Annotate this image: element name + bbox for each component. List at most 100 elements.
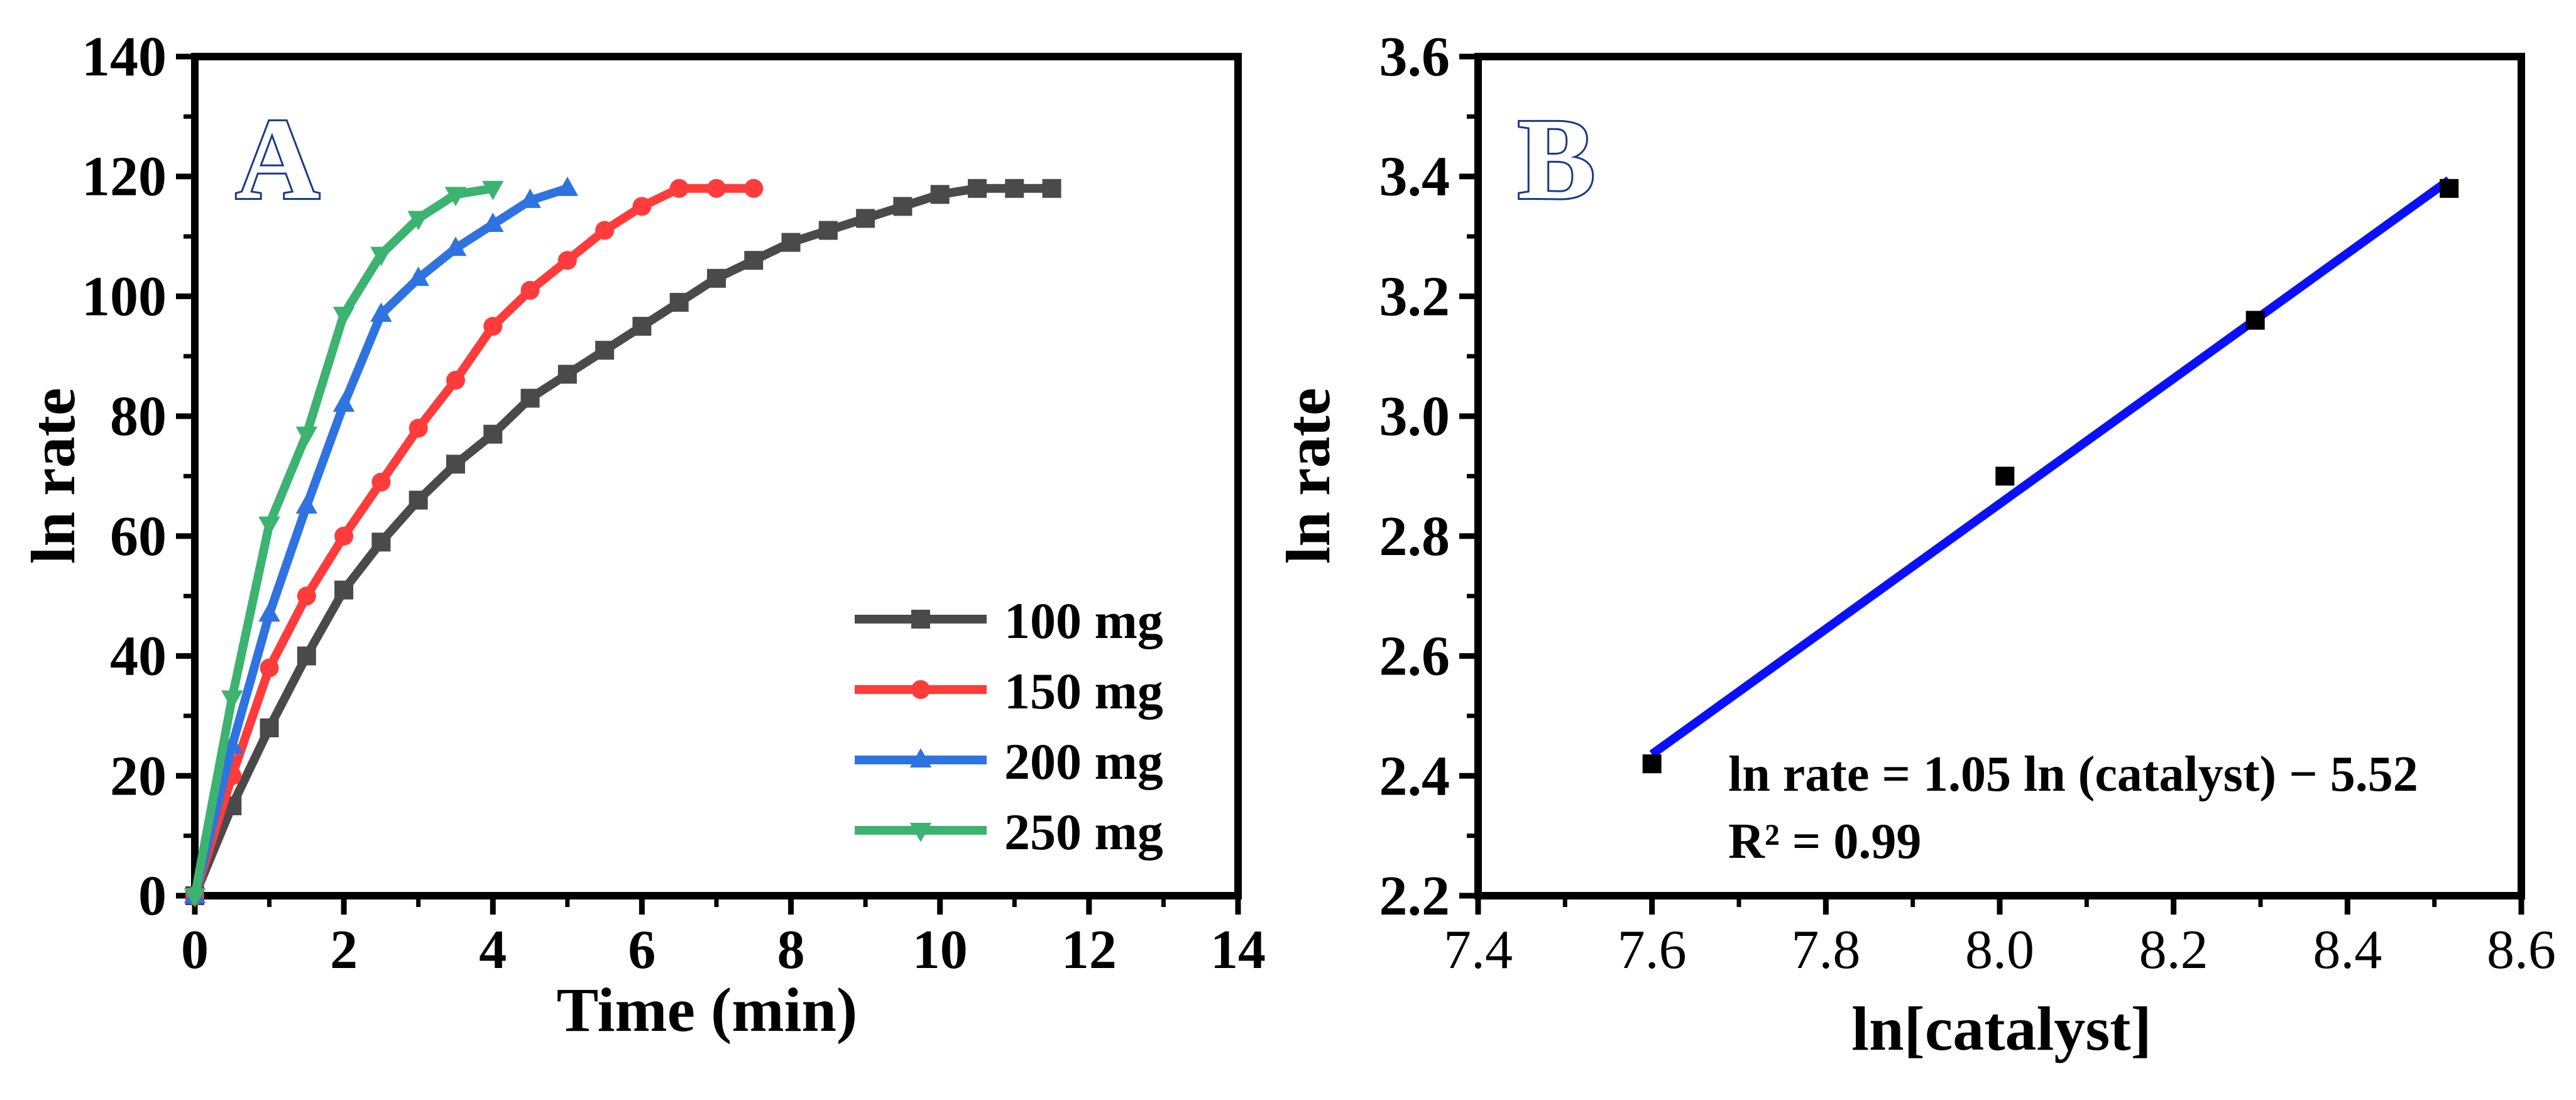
- y-tick-label: 2.2: [1379, 865, 1450, 927]
- y-tick-label: 20: [110, 745, 167, 807]
- data-point: [1642, 754, 1662, 774]
- data-point: [707, 268, 726, 288]
- data-point: [260, 718, 279, 737]
- data-point: [669, 292, 689, 312]
- panel-a-legend: 100 mg 150 mg 200 mg 250 mg: [855, 592, 1163, 861]
- data-point: [632, 317, 652, 336]
- panel-b-ticks: 7.4 7.6 7.8 8.0 8.2 8.4 8.6 2.2 2.4 2.6 2.8 3.0 3.2 3…: [1379, 26, 2557, 981]
- data-point: [1005, 179, 1024, 198]
- series-250-mg: [184, 180, 504, 908]
- data-point: [856, 209, 875, 228]
- x-tick-label: 0: [181, 920, 209, 981]
- data-point: [407, 211, 429, 231]
- data-point: [446, 370, 465, 390]
- data-point: [520, 280, 540, 300]
- x-tick-label: 7.4: [1444, 920, 1513, 981]
- data-point: [1042, 179, 1061, 198]
- y-tick-label: 100: [82, 265, 167, 327]
- series-line: [190, 184, 1052, 898]
- data-point: [407, 267, 429, 286]
- series-line: [190, 184, 754, 898]
- y-tick-label: 0: [138, 865, 167, 927]
- data-point: [556, 177, 579, 196]
- data-point: [221, 690, 243, 710]
- r-squared-label: R² = 0.99: [1728, 814, 1921, 869]
- data-point: [332, 307, 355, 326]
- data-point: [446, 454, 465, 474]
- panel-b: 7.4 7.6 7.8 8.0 8.2 8.4 8.6 2.2 2.4 2.6 2.8 3.0 3.2 3…: [1273, 26, 2556, 1064]
- panel-a-label: A: [236, 95, 320, 224]
- data-point: [408, 419, 428, 438]
- legend-label: 250 mg: [1004, 803, 1163, 861]
- y-tick-label: 80: [110, 385, 167, 448]
- data-point: [408, 490, 428, 510]
- x-tick-label: 8.6: [2487, 920, 2556, 981]
- series-100-mg: [185, 179, 1061, 905]
- data-point: [595, 341, 615, 360]
- x-tick-label: 10: [913, 920, 968, 981]
- data-point: [595, 221, 615, 240]
- data-point: [334, 526, 354, 546]
- data-point: [444, 236, 467, 256]
- legend-label: 200 mg: [1004, 733, 1163, 790]
- data-point: [968, 179, 987, 198]
- legend-marker: [911, 680, 930, 699]
- x-tick-label: 12: [1061, 920, 1117, 981]
- panel-a-series: [184, 177, 1061, 908]
- x-tick-label: 6: [628, 920, 655, 981]
- data-point: [520, 388, 540, 408]
- data-point: [482, 212, 504, 232]
- data-point: [1995, 466, 2015, 486]
- data-point: [483, 317, 503, 336]
- panel-b-y-axis-label: ln rate: [1273, 388, 1343, 564]
- y-tick-label: 3.4: [1379, 146, 1450, 208]
- panel-b-points: [1642, 179, 2459, 774]
- data-point: [260, 658, 279, 678]
- data-point: [2245, 311, 2265, 330]
- fit-line: [1649, 176, 2452, 758]
- data-point: [295, 426, 318, 446]
- data-point: [370, 246, 392, 267]
- y-tick-label: 3.2: [1379, 265, 1450, 327]
- data-point: [781, 233, 801, 252]
- data-point: [557, 251, 577, 270]
- legend-marker: [909, 748, 932, 767]
- legend-label: 150 mg: [1004, 663, 1163, 720]
- x-tick-label: 8: [777, 920, 805, 981]
- data-point: [744, 251, 764, 270]
- data-point: [297, 646, 316, 666]
- legend-marker: [909, 823, 932, 842]
- legend-item: 200 mg: [855, 733, 1163, 790]
- data-point: [632, 197, 652, 216]
- data-point: [184, 888, 206, 908]
- data-point: [295, 494, 318, 514]
- legend-item: 250 mg: [855, 803, 1163, 861]
- x-tick-label: 14: [1210, 920, 1266, 981]
- legend-marker: [911, 610, 930, 629]
- x-tick-label: 2: [330, 920, 358, 981]
- y-tick-label: 60: [110, 505, 167, 568]
- data-point: [482, 180, 504, 201]
- legend-label: 100 mg: [1004, 592, 1163, 649]
- data-point: [669, 179, 689, 198]
- y-tick-label: 2.8: [1379, 505, 1450, 568]
- data-point: [519, 189, 541, 208]
- data-point: [332, 392, 355, 412]
- data-point: [297, 586, 316, 606]
- data-point: [258, 602, 280, 622]
- data-point: [483, 424, 503, 444]
- y-tick-label: 40: [110, 625, 167, 688]
- data-point: [2440, 179, 2459, 198]
- data-point: [371, 532, 391, 552]
- panel-a-x-axis-label: Time (min): [557, 975, 858, 1045]
- x-tick-label: 8.4: [2313, 920, 2382, 981]
- data-point: [258, 516, 280, 536]
- data-point: [930, 185, 950, 204]
- x-tick-label: 8.2: [2139, 920, 2208, 981]
- panel-b-fit: [1649, 176, 2452, 758]
- data-point: [818, 221, 838, 240]
- y-tick-label: 140: [82, 26, 167, 88]
